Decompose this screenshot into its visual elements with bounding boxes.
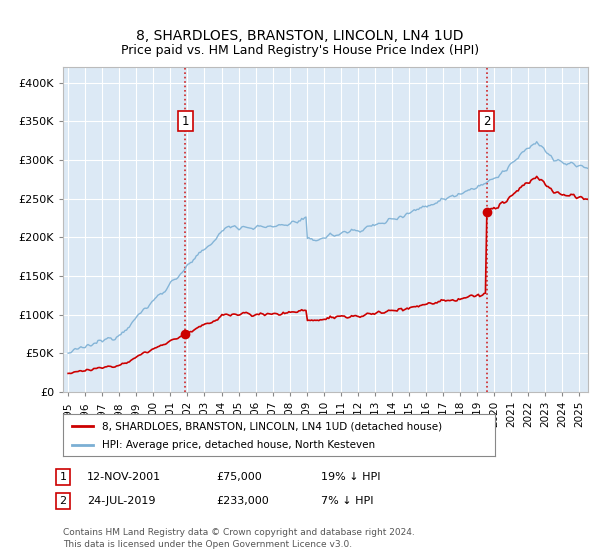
Text: 1: 1: [181, 115, 189, 128]
Text: 7% ↓ HPI: 7% ↓ HPI: [321, 496, 373, 506]
Text: 1: 1: [59, 472, 67, 482]
Text: £233,000: £233,000: [216, 496, 269, 506]
Text: 2: 2: [59, 496, 67, 506]
Text: HPI: Average price, detached house, North Kesteven: HPI: Average price, detached house, Nort…: [102, 440, 375, 450]
Text: Price paid vs. HM Land Registry's House Price Index (HPI): Price paid vs. HM Land Registry's House …: [121, 44, 479, 57]
Text: 19% ↓ HPI: 19% ↓ HPI: [321, 472, 380, 482]
Text: 8, SHARDLOES, BRANSTON, LINCOLN, LN4 1UD: 8, SHARDLOES, BRANSTON, LINCOLN, LN4 1UD: [136, 29, 464, 44]
Text: 2: 2: [483, 115, 490, 128]
Text: 12-NOV-2001: 12-NOV-2001: [87, 472, 161, 482]
Text: £75,000: £75,000: [216, 472, 262, 482]
Text: 8, SHARDLOES, BRANSTON, LINCOLN, LN4 1UD (detached house): 8, SHARDLOES, BRANSTON, LINCOLN, LN4 1UD…: [102, 421, 442, 431]
Text: 24-JUL-2019: 24-JUL-2019: [87, 496, 155, 506]
Text: Contains HM Land Registry data © Crown copyright and database right 2024.
This d: Contains HM Land Registry data © Crown c…: [63, 528, 415, 549]
